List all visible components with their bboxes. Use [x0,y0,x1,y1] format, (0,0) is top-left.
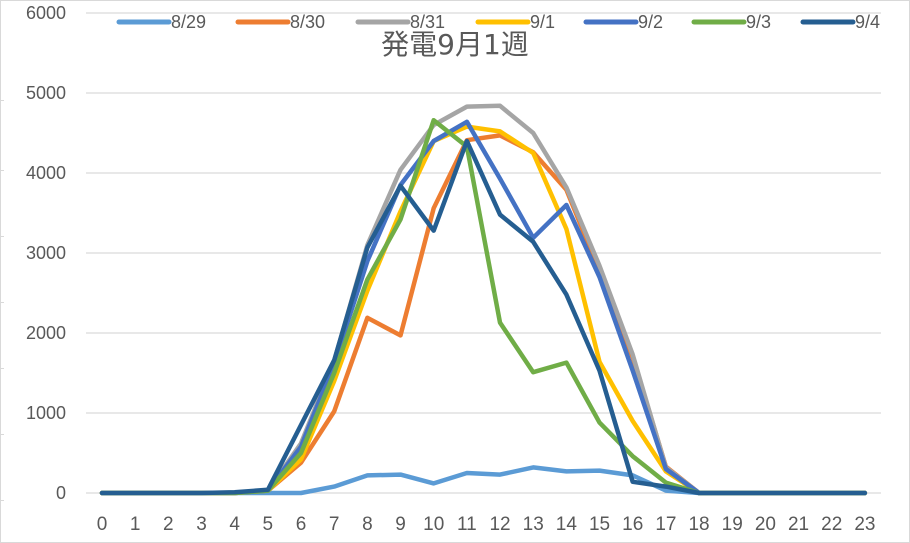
x-tick-label: 17 [655,514,676,535]
legend: 8/29 8/30 8/31 9/1 9/2 9/3 9/4 [116,12,880,32]
legend-item: 8/31 [355,12,445,32]
legend-label: 9/2 [638,12,663,32]
legend-label: 9/1 [530,12,555,32]
x-tick-label: 14 [556,514,578,535]
x-tick-label: 3 [196,514,207,535]
x-tick-label: 19 [722,514,743,535]
x-tick-label: 15 [589,514,610,535]
legend-item: 9/2 [583,12,663,32]
legend-label: 8/30 [290,12,325,32]
frame-tick [0,100,4,101]
frame-tick [0,500,4,501]
legend-label: 8/29 [171,12,206,32]
legend-label: 8/31 [410,12,445,32]
series-line-8-29 [99,465,868,496]
y-tick-label: 6000 [26,3,66,23]
legend-item: 9/4 [800,12,880,32]
x-tick-label: 0 [97,514,108,535]
x-tick-label: 12 [489,514,510,535]
series-line-8-31 [99,103,868,496]
y-tick-label: 3000 [26,243,66,263]
legend-item: 8/29 [116,12,206,32]
y-axis-labels: 0 1000 2000 3000 4000 5000 6000 [26,3,66,503]
x-tick-label: 5 [263,514,274,535]
x-tick-label: 9 [395,514,406,535]
legend-item: 9/1 [475,12,555,32]
gridlines [86,12,881,494]
frame-tick [0,302,4,303]
x-tick-label: 13 [523,514,544,535]
y-tick-label: 4000 [26,163,66,183]
frame-tick [0,170,4,171]
frame-tick [0,434,4,435]
series-lines [99,103,868,496]
x-tick-label: 11 [457,514,477,535]
y-tick-label: 0 [56,483,66,503]
legend-item: 9/3 [691,12,771,32]
x-tick-label: 23 [854,514,875,535]
x-tick-label: 7 [329,514,340,535]
x-tick-label: 2 [163,514,174,535]
series-line-8-30 [99,133,868,496]
x-tick-label: 21 [788,514,809,535]
x-tick-label: 8 [362,514,373,535]
legend-item: 8/30 [235,12,325,32]
chart-title: 発電9月1週 [381,28,529,61]
x-tick-label: 4 [229,514,240,535]
y-tick-label: 5000 [26,83,66,103]
series-line-9-4 [99,138,868,496]
legend-label: 9/3 [746,12,771,32]
x-tick-label: 22 [821,514,842,535]
x-tick-label: 6 [296,514,307,535]
y-tick-label: 1000 [26,403,66,423]
y-tick-label: 2000 [26,323,66,343]
frame-tick [0,368,4,369]
x-tick-label: 16 [622,514,643,535]
x-axis-labels: 0 1 2 3 4 5 6 7 8 9 10 11 12 13 14 15 16 17 18 19 20 21 22 23 [97,514,876,535]
x-tick-label: 20 [755,514,776,535]
x-tick-label: 18 [688,514,709,535]
frame-tick [0,236,4,237]
legend-label: 9/4 [855,12,880,32]
x-tick-label: 1 [130,514,141,535]
x-tick-label: 10 [423,514,444,535]
